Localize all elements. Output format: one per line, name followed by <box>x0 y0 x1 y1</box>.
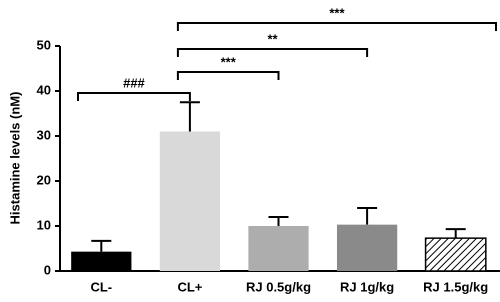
x-tick-label: RJ 1.5g/kg <box>423 279 488 294</box>
significance-bracket <box>176 71 280 80</box>
y-axis-label: Histamine levels (nM) <box>7 92 22 225</box>
y-tick-label: 30 <box>37 127 51 142</box>
significance-bracket <box>176 48 369 57</box>
significance-label: ### <box>123 75 145 90</box>
y-tick-label: 50 <box>37 37 51 52</box>
x-tick-label: CL+ <box>177 279 202 294</box>
significance-bracket <box>176 22 497 31</box>
significance-label: ** <box>267 31 278 46</box>
y-tick-label: 0 <box>44 262 51 277</box>
x-tick-label: RJ 0.5g/kg <box>246 279 311 294</box>
x-tick-label: CL- <box>90 279 112 294</box>
x-tick-label: RJ 1g/kg <box>340 279 394 294</box>
significance-label: *** <box>221 54 237 69</box>
bar <box>424 237 487 272</box>
y-tick-label: 20 <box>37 172 51 187</box>
bar <box>159 131 221 271</box>
bar <box>71 251 132 271</box>
y-tick-label: 40 <box>37 82 51 97</box>
significance-label: *** <box>329 5 345 20</box>
bar <box>336 224 398 271</box>
significance-bracket <box>77 92 191 101</box>
bar <box>248 226 309 271</box>
y-tick-label: 10 <box>37 217 51 232</box>
